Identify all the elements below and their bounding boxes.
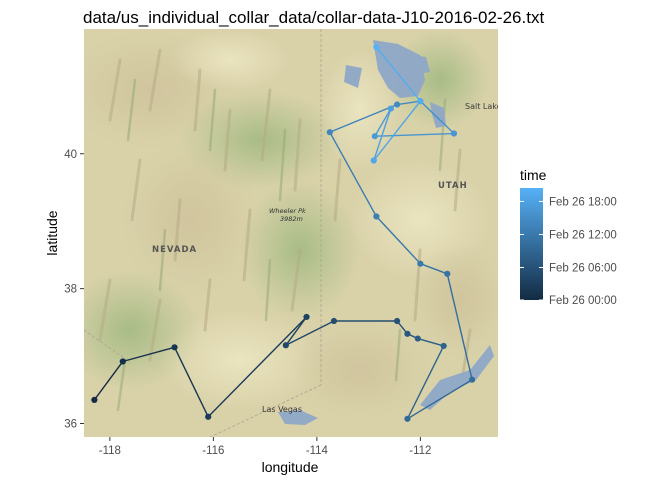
map-label-utah: UTAH bbox=[438, 181, 468, 191]
legend: time Feb 26 18:00 Feb 26 12:00 Feb 26 06:0… bbox=[520, 167, 617, 307]
data-point bbox=[205, 413, 212, 420]
track-segment bbox=[173, 347, 209, 418]
track-segment bbox=[285, 320, 335, 346]
track-segment bbox=[446, 273, 473, 380]
data-point bbox=[373, 213, 380, 220]
data-point bbox=[119, 358, 126, 365]
chart-title: data/us_individual_collar_data/collar-da… bbox=[83, 8, 545, 27]
data-point bbox=[417, 260, 424, 267]
track-segment bbox=[407, 379, 473, 420]
data-point bbox=[326, 129, 333, 136]
data-point bbox=[404, 415, 411, 422]
track-segment bbox=[406, 345, 445, 420]
data-point bbox=[404, 330, 411, 337]
data-point bbox=[330, 317, 338, 325]
data-point bbox=[370, 157, 377, 164]
data-point bbox=[393, 317, 401, 325]
legend-colorbar bbox=[520, 188, 543, 300]
track-segment bbox=[93, 361, 124, 401]
y-tick-label: 38 bbox=[64, 284, 77, 296]
x-tick-label: -114 bbox=[306, 445, 329, 457]
track-segment bbox=[420, 263, 448, 275]
track-segment bbox=[375, 46, 421, 102]
data-point bbox=[282, 342, 289, 349]
data-point bbox=[371, 133, 378, 140]
data-point bbox=[417, 98, 424, 105]
map-background: Salt Lake City UTAH NEVADA Wheeler Pk 39… bbox=[84, 29, 520, 437]
track-segment bbox=[375, 216, 421, 265]
data-point bbox=[469, 376, 476, 383]
track-segment bbox=[374, 108, 392, 137]
legend-label: Feb 26 00:00 bbox=[549, 295, 617, 307]
track-lines bbox=[93, 46, 473, 420]
track-points bbox=[91, 44, 476, 422]
legend-title: time bbox=[520, 167, 547, 183]
data-point bbox=[414, 335, 421, 342]
data-point bbox=[91, 396, 98, 404]
x-tick-label: -116 bbox=[202, 445, 224, 457]
y-tick-label: 36 bbox=[64, 419, 77, 431]
y-tick-label: 40 bbox=[64, 149, 77, 161]
data-point bbox=[444, 270, 451, 277]
track-segment bbox=[329, 103, 398, 133]
map-label-las-vegas: Las Vegas bbox=[262, 405, 302, 414]
data-point bbox=[450, 130, 458, 137]
map-label-nevada: NEVADA bbox=[152, 245, 197, 255]
legend-label: Feb 26 18:00 bbox=[549, 196, 617, 208]
data-point bbox=[440, 342, 447, 350]
data-point bbox=[171, 344, 178, 351]
track-segment bbox=[285, 316, 308, 346]
x-tick-label: -112 bbox=[409, 445, 431, 457]
track-segment bbox=[373, 108, 392, 161]
data-point bbox=[393, 101, 401, 108]
track-segment bbox=[374, 132, 455, 137]
track-segment bbox=[373, 100, 421, 161]
data-point bbox=[387, 105, 394, 112]
legend-label: Feb 26 12:00 bbox=[549, 229, 617, 241]
y-axis-title: latitude bbox=[44, 210, 60, 255]
track-segment bbox=[417, 337, 444, 347]
track-segment bbox=[207, 316, 308, 418]
data-point bbox=[303, 313, 310, 321]
data-point bbox=[373, 44, 380, 51]
map-label-wheeler-peak: Wheeler Pk bbox=[269, 207, 306, 215]
y-axis: 36 38 40 bbox=[64, 149, 84, 431]
x-axis: -118 -116 -114 -112 bbox=[99, 437, 431, 457]
legend-label: Feb 26 06:00 bbox=[549, 263, 617, 275]
map-label-wheeler-peak-elevation: 3982m bbox=[280, 215, 303, 223]
x-axis-title: longitude bbox=[262, 459, 319, 475]
map-label-salt-lake-city: Salt Lake City bbox=[465, 102, 520, 111]
track-segment bbox=[329, 131, 378, 217]
track-segment bbox=[396, 100, 421, 106]
x-tick-label: -118 bbox=[99, 445, 121, 457]
track-segment bbox=[122, 346, 175, 363]
track-segment bbox=[419, 100, 455, 135]
